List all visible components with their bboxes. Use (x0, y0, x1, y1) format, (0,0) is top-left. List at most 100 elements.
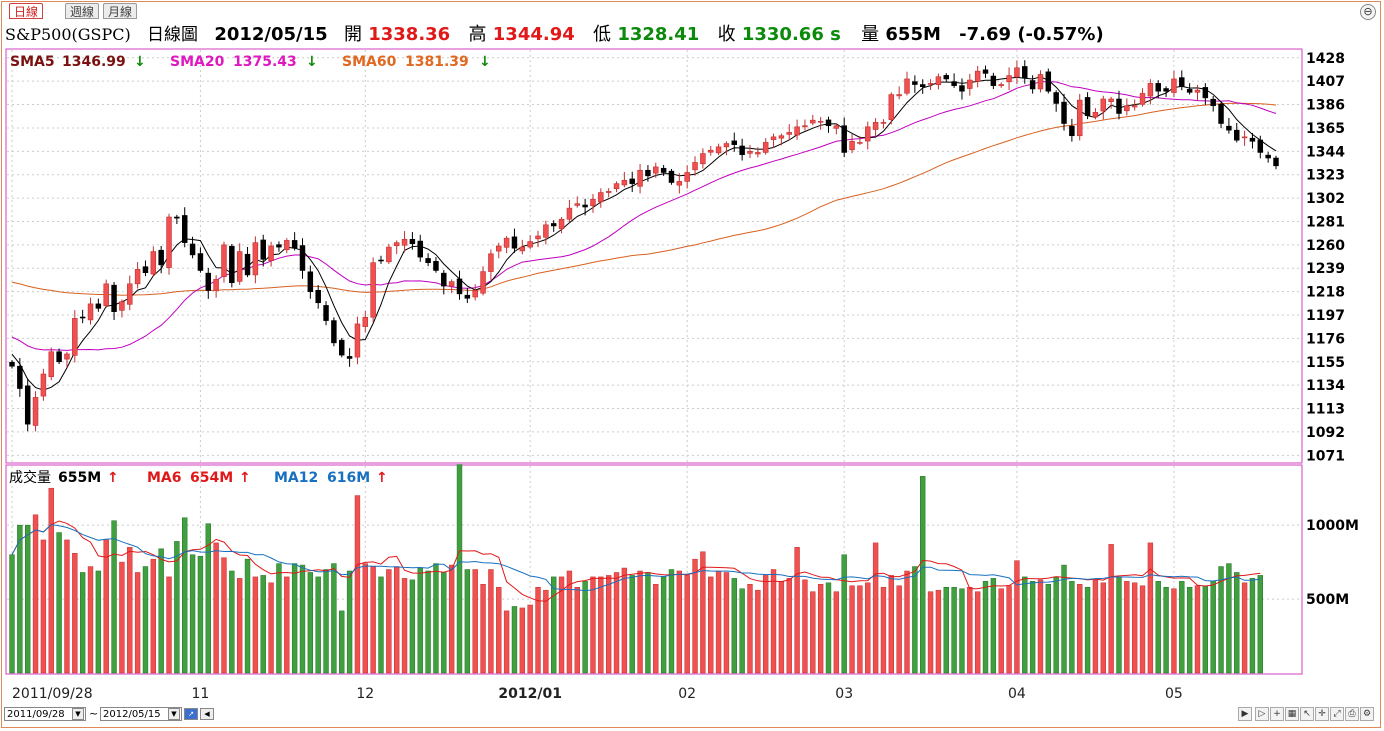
end-date-field[interactable]: 2012/05/15 (100, 707, 182, 721)
volume-bar (1100, 582, 1106, 674)
volume-bar (1029, 581, 1036, 674)
volume-bar (786, 578, 792, 674)
candle-body (786, 132, 792, 135)
candle-body (111, 284, 117, 312)
volume-bar (40, 539, 47, 674)
volume-label: 量 (861, 24, 880, 45)
date-tick-label: 2012/01 (498, 686, 562, 702)
candle-body (1131, 105, 1138, 108)
candle-body (1139, 93, 1146, 105)
volume-bar (755, 589, 761, 674)
volume-bar (920, 476, 926, 674)
candle-body (339, 339, 345, 356)
settings-icon[interactable]: ⚙ (1360, 707, 1374, 721)
volume-bar (182, 517, 188, 674)
volume-bar (959, 588, 965, 674)
volume-bar (841, 554, 847, 674)
candle-body (684, 172, 690, 182)
volume-bar (150, 558, 157, 674)
candle-body (1218, 104, 1224, 124)
fullscreen-icon[interactable]: ⤢ (1330, 707, 1344, 721)
start-date-dropdown-icon[interactable]: ▼ (72, 708, 84, 720)
candle-body (919, 84, 926, 88)
pointer-icon[interactable]: ↖ (1300, 707, 1314, 721)
candle-body (370, 262, 376, 318)
candle-body (535, 235, 541, 240)
candle-body (1124, 105, 1130, 112)
candle-body (119, 301, 125, 311)
candle-body (213, 279, 219, 291)
candle-body (1069, 125, 1075, 137)
volume-bar (174, 541, 180, 674)
volume-bar (1014, 560, 1020, 674)
candle-body (825, 119, 832, 127)
volume-bar (558, 576, 565, 674)
print-icon[interactable]: ⎙ (1345, 707, 1359, 721)
price-tick-label: 1134 (1306, 378, 1345, 394)
candle-body (464, 294, 471, 299)
volume-bar (888, 575, 894, 674)
volume-bar (103, 539, 109, 674)
candle-body (810, 119, 816, 124)
scroll-right-icon[interactable]: ▶ (1238, 707, 1252, 721)
volume-bar (409, 579, 416, 674)
moving-average-lines (11, 76, 1277, 391)
volume-bar (1108, 544, 1114, 674)
candle-body (9, 361, 15, 367)
price-tick-label: 1365 (1306, 121, 1345, 137)
volume-bar (1226, 563, 1232, 674)
scroll-left-icon[interactable]: ◀ (200, 708, 214, 720)
tab-weekly[interactable]: 週線 (65, 3, 100, 19)
candle-body (747, 151, 753, 154)
volume-bar (401, 578, 408, 674)
volume-bar (158, 548, 164, 674)
volume-bar (1061, 564, 1067, 674)
close-label: 收 (717, 24, 736, 45)
candle-body (1108, 98, 1114, 102)
candle-body (1249, 137, 1256, 142)
candle-body (1202, 87, 1209, 99)
tab-monthly[interactable]: 月線 (103, 3, 138, 19)
volume-bar (1069, 581, 1075, 674)
volume-bar (527, 604, 533, 674)
volume-bar (307, 572, 314, 674)
start-date-field[interactable]: 2011/09/28 (4, 707, 86, 721)
volume-bar (315, 576, 321, 674)
candle-body (72, 318, 78, 356)
price-tick-label: 1260 (1306, 238, 1345, 254)
scroll-end-icon[interactable]: ▷ (1255, 707, 1269, 721)
volume-bar (723, 572, 730, 674)
candle-body (181, 215, 188, 243)
sma5-value: 1346.99 (62, 54, 126, 70)
go-icon[interactable]: ↗ (184, 708, 198, 720)
volume-bar (260, 575, 266, 674)
volume-bar (551, 576, 557, 674)
volume-bar (464, 569, 471, 674)
ma12-label: MA12 (274, 470, 318, 486)
volume-bar (692, 558, 698, 674)
volume-bar (935, 589, 942, 674)
candle-body (1265, 154, 1271, 159)
volume-bar (982, 581, 989, 674)
zoom-in-icon[interactable]: + (1270, 707, 1284, 721)
volume-bar (637, 570, 643, 674)
tab-daily[interactable]: 日線 (9, 3, 44, 19)
candle-body (1234, 129, 1240, 141)
end-date-dropdown-icon[interactable]: ▼ (168, 708, 180, 720)
candle-body (205, 272, 212, 291)
volume-bar (331, 563, 337, 674)
crosshair-icon[interactable]: ✛ (1315, 707, 1329, 721)
candle-body (912, 81, 918, 85)
volume-bar (354, 495, 361, 674)
candle-body (1186, 89, 1193, 93)
calendar-icon[interactable]: ▦ (1285, 707, 1299, 721)
candle-body (582, 204, 588, 208)
volume-bar (1179, 581, 1185, 674)
restore-icon[interactable]: ⊖ (1360, 4, 1376, 20)
volume-bar (291, 563, 298, 674)
volume-bar (496, 586, 502, 674)
candle-body (362, 316, 369, 327)
volume-bar (205, 523, 211, 674)
start-date-value: 2011/09/28 (7, 709, 65, 720)
volume-bar (503, 610, 510, 674)
